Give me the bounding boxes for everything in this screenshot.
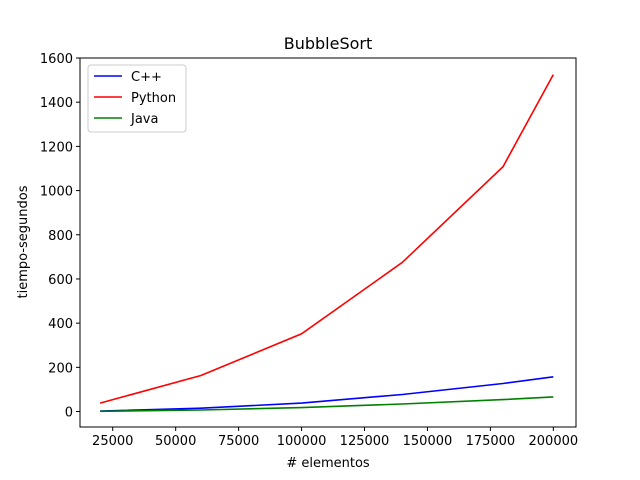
- x-axis-label: # elementos: [286, 456, 370, 471]
- chart-title: BubbleSort: [284, 34, 373, 53]
- x-tick-label: 50000: [155, 434, 196, 449]
- y-tick-label: 1200: [40, 140, 73, 155]
- legend: C++ Python Java: [87, 64, 187, 133]
- y-axis-label: tiempo-segundos: [16, 185, 31, 298]
- y-axis: 0 200 400 600 800 1000 1200 1400 1600: [40, 52, 80, 421]
- legend-entry: Python: [131, 91, 176, 106]
- plot-frame: [79, 57, 577, 428]
- y-tick-label: 0: [65, 406, 73, 421]
- x-tick-label: 200000: [529, 434, 579, 449]
- x-tick-label: 25000: [92, 434, 133, 449]
- series-line-python: [99, 74, 555, 404]
- y-tick-label: 1400: [40, 96, 73, 111]
- y-tick-label: 800: [48, 229, 73, 244]
- y-tick-label: 1000: [40, 185, 73, 200]
- legend-entry: Java: [130, 112, 158, 127]
- y-tick-label: 400: [48, 317, 73, 332]
- x-tick-label: 175000: [466, 434, 516, 449]
- legend-box: [87, 64, 187, 133]
- x-tick-label: 125000: [340, 434, 390, 449]
- y-tick-label: 600: [48, 273, 73, 288]
- legend-entry: C++: [131, 70, 162, 85]
- series-line-cplus: [100, 376, 554, 412]
- y-tick-label: 200: [48, 361, 73, 376]
- series-lines: [99, 74, 555, 413]
- x-tick-label: 100000: [277, 434, 327, 449]
- x-tick-label: 75000: [218, 434, 259, 449]
- x-axis: 25000 50000 75000 100000 125000 150000 175000 2…: [92, 427, 578, 449]
- y-tick-label: 1600: [40, 52, 73, 67]
- series-line-java: [100, 396, 554, 413]
- x-tick-label: 150000: [403, 434, 453, 449]
